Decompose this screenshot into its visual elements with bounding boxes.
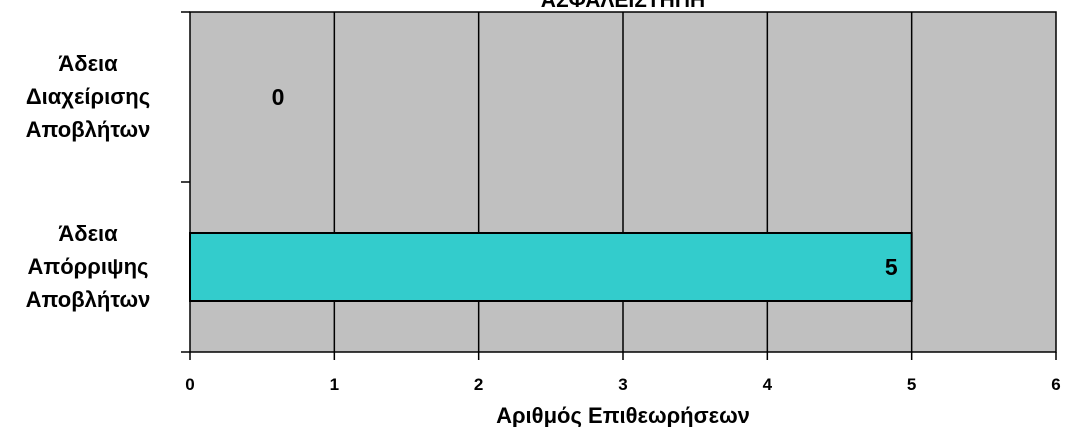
category-label: Άδεια	[58, 221, 118, 246]
category-axis: Άδεια Διαχείρισης Αποβλήτων Άδεια Απόρριψης Α…	[26, 11, 190, 353]
tick-label: 3	[618, 375, 627, 394]
bar	[189, 232, 913, 302]
x-axis-title: Αριθμός Επιθεωρήσεων	[496, 403, 750, 427]
tick-label: 4	[763, 375, 773, 394]
tick-label: 5	[907, 375, 916, 394]
data-label: 5	[885, 254, 898, 280]
tick-label: 1	[330, 375, 339, 394]
category-label: Διαχείρισης	[26, 84, 150, 109]
tick-label: 0	[185, 375, 194, 394]
category-label: Άδεια	[58, 51, 118, 76]
category-label: Αποβλήτων	[26, 287, 151, 312]
category-label: Απόρριψης	[28, 254, 149, 279]
value-axis: 0 1 2 3 4 5 6	[185, 352, 1061, 394]
tick-label: 2	[474, 375, 483, 394]
category-label: Αποβλήτων	[26, 117, 151, 142]
data-label: 0	[272, 84, 285, 110]
tick-label: 6	[1051, 375, 1060, 394]
plot-area: 05	[189, 11, 1057, 353]
chart-title: ΆΣΦΑΛΕΙΣΤΗΠΗ	[541, 0, 705, 12]
